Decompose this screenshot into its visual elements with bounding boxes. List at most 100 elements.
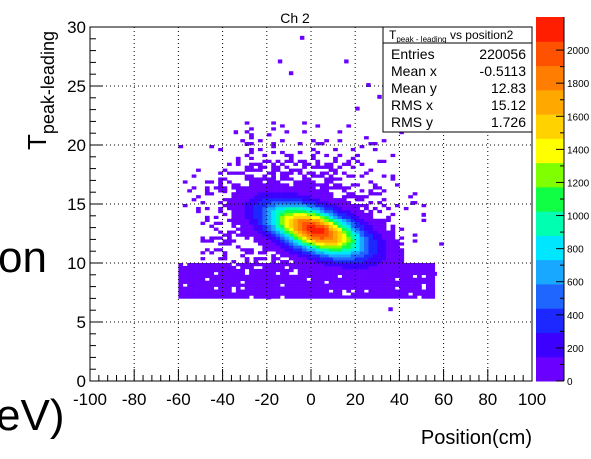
heatmap-cell <box>306 280 312 284</box>
x-tick-label: 0 <box>306 390 315 409</box>
heatmap-cell <box>284 171 290 175</box>
heatmap-cell <box>328 248 334 252</box>
heatmap-cell <box>209 263 215 267</box>
heatmap-cell <box>266 230 272 234</box>
heatmap-cell <box>271 248 276 252</box>
heatmap-cell <box>262 277 268 281</box>
heatmap-cell <box>284 268 290 273</box>
heatmap-cell <box>253 180 259 184</box>
heatmap-cell <box>284 224 290 228</box>
heatmap-cell <box>341 206 347 211</box>
heatmap-cell <box>222 292 228 296</box>
heatmap-cell <box>319 265 325 270</box>
heatmap-cell <box>235 245 241 249</box>
stats-label: Mean y <box>391 80 437 96</box>
colorbar-tick-label: 1400 <box>567 145 590 156</box>
heatmap-cell <box>430 295 436 299</box>
heatmap-cell <box>227 218 232 222</box>
heatmap-cell <box>311 280 316 284</box>
heatmap-cell <box>328 201 334 205</box>
heatmap-cell <box>337 280 343 284</box>
heatmap-cell <box>390 280 396 284</box>
heatmap-cell <box>355 153 360 158</box>
heatmap-cell <box>372 186 378 190</box>
heatmap-cell <box>222 239 228 243</box>
heatmap-cell <box>271 168 276 172</box>
heatmap-cell <box>266 189 272 193</box>
heatmap-cell <box>249 195 254 199</box>
heatmap-cell <box>297 245 303 249</box>
heatmap-cell <box>364 292 369 296</box>
heatmap-cell <box>209 251 215 255</box>
heatmap-cell <box>324 277 329 281</box>
heatmap-cell <box>346 233 352 237</box>
heatmap-cell <box>311 201 316 205</box>
heatmap-cell <box>430 263 436 267</box>
heatmap-cell <box>315 209 321 214</box>
heatmap-cell <box>288 257 294 261</box>
heatmap-cell <box>182 180 188 184</box>
heatmap-cell <box>262 165 268 169</box>
heatmap-cell <box>288 295 294 299</box>
heatmap-cell <box>249 248 254 252</box>
heatmap-cell <box>368 289 374 293</box>
heatmap-cell <box>280 254 285 258</box>
heatmap-cell <box>271 201 276 205</box>
heatmap-cell <box>377 245 383 249</box>
heatmap-cell <box>235 221 241 225</box>
heatmap-cell <box>350 274 356 279</box>
heatmap-cell <box>297 221 303 225</box>
heatmap-cell <box>288 171 294 175</box>
heatmap-cell <box>368 168 374 172</box>
heatmap-cell <box>359 236 365 240</box>
heatmap-cell <box>368 265 374 270</box>
heatmap-cell <box>249 268 254 273</box>
heatmap-cell <box>297 251 303 255</box>
heatmap-cell <box>275 212 281 217</box>
heatmap-cell <box>390 245 396 249</box>
heatmap-cell <box>359 248 365 252</box>
heatmap-cell <box>341 171 347 175</box>
heatmap-cell <box>333 292 338 296</box>
heatmap-cell <box>430 265 436 270</box>
heatmap-cell <box>346 236 352 240</box>
colorbar-tick-label: 200 <box>567 344 584 355</box>
heatmap-cell <box>275 227 281 231</box>
heatmap-cell <box>218 289 223 293</box>
heatmap-cell <box>253 286 259 290</box>
heatmap-cell <box>257 162 263 166</box>
heatmap-cell <box>218 209 223 214</box>
heatmap-cell <box>288 274 294 279</box>
heatmap-cell <box>337 292 343 296</box>
heatmap-cell <box>403 289 409 293</box>
heatmap-cell <box>280 289 285 293</box>
heatmap-cell <box>306 295 312 299</box>
heatmap-cell <box>191 292 197 296</box>
heatmap-cell <box>319 257 325 261</box>
heatmap-cell <box>271 254 276 258</box>
heatmap-cell <box>319 251 325 255</box>
y-tick-label: 20 <box>67 136 86 155</box>
heatmap-cell <box>275 218 281 222</box>
heatmap-cell <box>306 215 312 220</box>
heatmap-cell <box>390 174 396 178</box>
heatmap-cell <box>275 221 281 225</box>
heatmap-cell <box>293 215 299 220</box>
colorbar-segment <box>536 89 564 115</box>
colorbar-tick-label: 600 <box>567 278 584 289</box>
heatmap-cell <box>319 209 325 214</box>
heatmap-cell <box>275 292 281 296</box>
heatmap-cell <box>315 159 321 163</box>
heatmap-cell <box>249 147 254 152</box>
heatmap-cell <box>280 292 285 296</box>
heatmap-cell <box>288 289 294 293</box>
heatmap-cell <box>306 171 312 175</box>
heatmap-cell <box>293 251 299 255</box>
heatmap-cell <box>231 292 237 296</box>
heatmap-cell <box>381 286 387 290</box>
heatmap-cell <box>182 289 188 293</box>
heatmap-cell <box>377 286 383 290</box>
heatmap-cell <box>235 198 241 202</box>
heatmap-cell <box>355 274 360 279</box>
heatmap-cell <box>311 286 316 290</box>
